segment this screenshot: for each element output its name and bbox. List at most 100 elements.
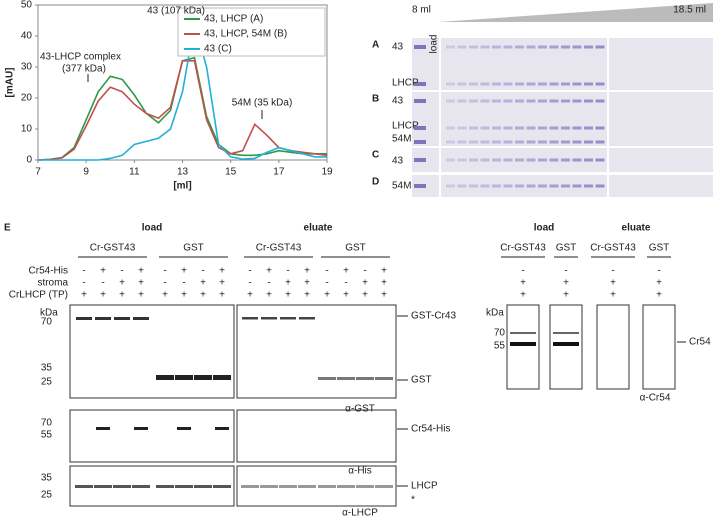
- sign: +: [200, 290, 206, 301]
- band: [457, 140, 467, 144]
- band: [469, 99, 478, 103]
- marker: 25: [41, 377, 53, 388]
- band: [75, 485, 93, 488]
- band: [561, 140, 570, 144]
- band: [503, 99, 513, 103]
- band: [515, 184, 524, 188]
- panel-letter: D: [372, 177, 379, 188]
- sign: +: [138, 266, 144, 277]
- band: [175, 375, 193, 380]
- band: [503, 158, 513, 162]
- band: [457, 45, 467, 49]
- group-label: Cr-GST43: [500, 243, 546, 254]
- sign: +: [247, 290, 253, 301]
- band: [446, 158, 455, 162]
- sign: +: [138, 278, 144, 289]
- antibody: α-GST: [345, 404, 375, 415]
- band: [156, 375, 174, 380]
- separator: [439, 175, 441, 197]
- blot: [236, 304, 397, 399]
- band: [279, 485, 297, 488]
- band: [96, 427, 110, 430]
- band: [503, 140, 513, 144]
- band-label: LHCP: [392, 121, 419, 132]
- band: [503, 82, 513, 86]
- group-label: Cr-GST43: [90, 243, 136, 254]
- band: [515, 45, 524, 49]
- antibody: α-Cr54: [640, 393, 671, 404]
- series-line: [38, 23, 327, 161]
- sign: +: [304, 290, 310, 301]
- band-label: *: [411, 495, 415, 506]
- band: [156, 485, 174, 488]
- annotation: 54M (35 kDa): [232, 98, 293, 109]
- band: [414, 140, 426, 144]
- band: [113, 485, 131, 488]
- band: [337, 377, 355, 380]
- marker: 35: [41, 363, 53, 374]
- group-label: GST: [345, 243, 366, 254]
- sign: -: [521, 266, 524, 277]
- sign: -: [267, 278, 270, 289]
- band: [510, 342, 536, 346]
- header: load: [142, 223, 163, 234]
- band: [280, 317, 296, 320]
- y-tick-label: 40: [21, 31, 33, 42]
- y-tick-label: 0: [26, 155, 32, 166]
- band: [561, 184, 570, 188]
- annotation: 43 (107 kDa): [147, 6, 205, 17]
- panel-letter: C: [372, 150, 379, 161]
- band: [538, 184, 547, 188]
- band: [492, 184, 501, 188]
- blot: [236, 409, 397, 463]
- load-label: load: [429, 35, 440, 54]
- band: [584, 99, 593, 103]
- x-tick-label: 9: [83, 167, 89, 178]
- y-tick-label: 30: [21, 62, 33, 73]
- band: [595, 82, 605, 86]
- band: [526, 184, 536, 188]
- band: [538, 99, 547, 103]
- band: [572, 99, 582, 103]
- band: [561, 82, 570, 86]
- gel-end: 18.5 ml: [673, 5, 706, 16]
- separator: [607, 175, 609, 197]
- band: [76, 317, 92, 320]
- sign: +: [381, 278, 387, 289]
- band: [492, 140, 501, 144]
- band-label: LHCP: [392, 78, 419, 89]
- marker: 70: [41, 418, 53, 429]
- band: [538, 82, 547, 86]
- sign: -: [564, 266, 567, 277]
- band: [553, 332, 579, 334]
- blot: [69, 304, 235, 399]
- antibody: α-LHCP: [342, 508, 378, 518]
- band: [492, 82, 501, 86]
- band: [480, 45, 490, 49]
- sign: +: [266, 266, 272, 277]
- band: [95, 317, 111, 320]
- sign: +: [324, 290, 330, 301]
- sign: +: [119, 278, 125, 289]
- band: [446, 126, 455, 130]
- header: eluate: [622, 223, 651, 234]
- separator: [439, 148, 441, 172]
- band: [492, 158, 501, 162]
- band: [480, 140, 490, 144]
- band: [549, 99, 559, 103]
- band: [241, 485, 259, 488]
- band: [526, 158, 536, 162]
- band: [469, 45, 478, 49]
- band: [515, 99, 524, 103]
- band-label: 54M: [392, 134, 411, 145]
- sign: +: [200, 278, 206, 289]
- band: [572, 45, 582, 49]
- band: [595, 45, 605, 49]
- separator: [439, 38, 441, 90]
- band: [177, 427, 191, 430]
- band: [414, 45, 426, 49]
- sign: +: [285, 278, 291, 289]
- marker: kDa: [40, 308, 58, 319]
- row-label: CrLHCP (TP): [9, 290, 68, 301]
